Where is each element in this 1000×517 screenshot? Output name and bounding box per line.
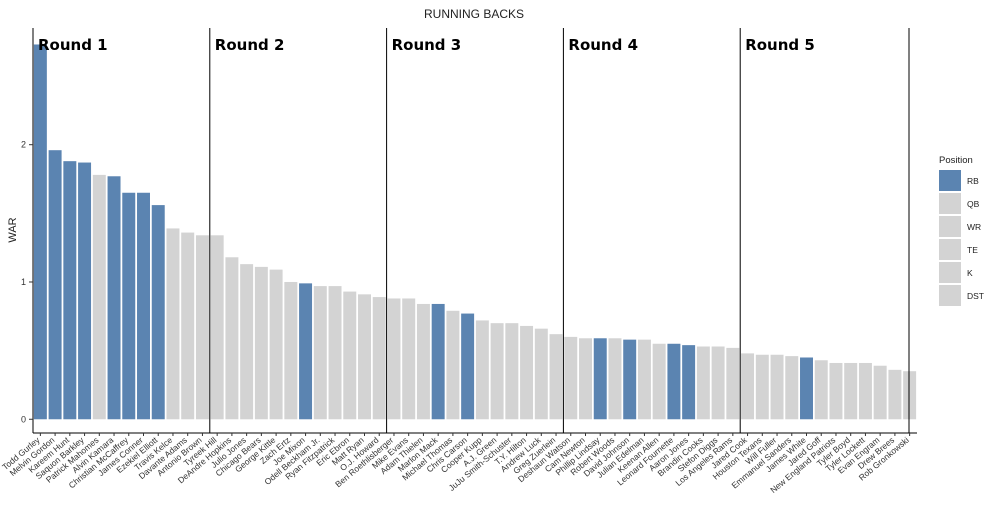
legend-swatch-te — [939, 239, 961, 260]
y-axis-label: WAR — [7, 217, 19, 242]
bar-59 — [903, 371, 917, 420]
bar-9 — [166, 228, 180, 420]
bar-11 — [195, 235, 209, 420]
bar-6 — [122, 192, 136, 420]
legend-label-k: K — [967, 268, 973, 278]
chart-title: RUNNING BACKS — [424, 7, 524, 21]
bar-38 — [593, 338, 607, 420]
y-tick-label-0: 0 — [21, 414, 26, 424]
bar-31 — [490, 323, 504, 420]
bar-19 — [313, 286, 327, 420]
bar-4 — [92, 174, 106, 420]
y-tick-label-2: 2 — [21, 140, 26, 150]
bar-34 — [534, 328, 548, 420]
bar-57 — [873, 365, 887, 420]
round-label-5: Round 5 — [745, 36, 815, 54]
legend-swatch-dst — [939, 285, 961, 306]
legend-label-dst: DST — [967, 291, 984, 301]
bar-10 — [181, 232, 195, 420]
bar-33 — [520, 325, 534, 420]
bar-3 — [78, 162, 92, 420]
bar-1 — [48, 150, 62, 420]
bar-37 — [579, 338, 592, 420]
bar-5 — [107, 176, 121, 420]
bar-52 — [800, 357, 813, 420]
bar-15 — [254, 266, 268, 420]
bar-13 — [225, 257, 239, 420]
bar-23 — [372, 297, 386, 420]
bar-56 — [858, 362, 872, 420]
bar-25 — [402, 298, 416, 420]
bar-27 — [431, 303, 445, 420]
bar-43 — [667, 343, 681, 420]
bar-39 — [608, 338, 622, 420]
bar-26 — [416, 303, 430, 420]
bar-7 — [137, 192, 150, 420]
bar-48 — [741, 353, 755, 420]
y-tick-label-1: 1 — [21, 277, 26, 287]
bar-18 — [299, 283, 313, 420]
legend-label-wr: WR — [967, 222, 981, 232]
bar-20 — [328, 286, 342, 420]
bar-2 — [63, 161, 77, 420]
legend: Position RB QB WR TE K DST — [939, 155, 984, 306]
bar-35 — [549, 334, 563, 420]
bar-53 — [814, 360, 828, 420]
bar-24 — [387, 298, 401, 420]
legend-label-rb: RB — [967, 176, 979, 186]
bar-36 — [564, 336, 578, 420]
bar-28 — [446, 310, 460, 420]
bar-47 — [726, 347, 740, 420]
bar-40 — [623, 339, 637, 420]
bar-12 — [210, 235, 224, 420]
legend-title: Position — [939, 155, 973, 166]
legend-swatch-wr — [939, 216, 961, 237]
bar-30 — [475, 320, 489, 420]
bar-8 — [151, 205, 165, 420]
bar-49 — [755, 354, 769, 420]
bar-14 — [240, 264, 254, 420]
bar-45 — [696, 346, 710, 420]
bar-46 — [711, 346, 725, 420]
bar-41 — [637, 339, 651, 420]
bar-54 — [829, 362, 843, 420]
round-label-1: Round 1 — [38, 36, 108, 54]
bar-22 — [358, 294, 371, 420]
bar-50 — [770, 354, 784, 420]
bar-32 — [505, 323, 519, 420]
bar-16 — [269, 269, 283, 420]
legend-swatch-rb — [939, 170, 961, 191]
bar-51 — [785, 356, 799, 420]
bar-17 — [284, 281, 298, 420]
legend-label-te: TE — [967, 245, 978, 255]
bar-29 — [461, 313, 475, 420]
bar-44 — [682, 345, 696, 420]
bar-55 — [844, 362, 858, 420]
round-label-2: Round 2 — [215, 36, 285, 54]
round-label-4: Round 4 — [568, 36, 638, 54]
legend-swatch-qb — [939, 193, 961, 214]
legend-label-qb: QB — [967, 199, 980, 209]
bar-0 — [33, 44, 47, 420]
bar-21 — [343, 291, 357, 420]
legend-swatch-k — [939, 262, 961, 283]
bar-58 — [888, 369, 902, 420]
round-label-3: Round 3 — [392, 36, 462, 54]
bar-42 — [652, 343, 666, 420]
